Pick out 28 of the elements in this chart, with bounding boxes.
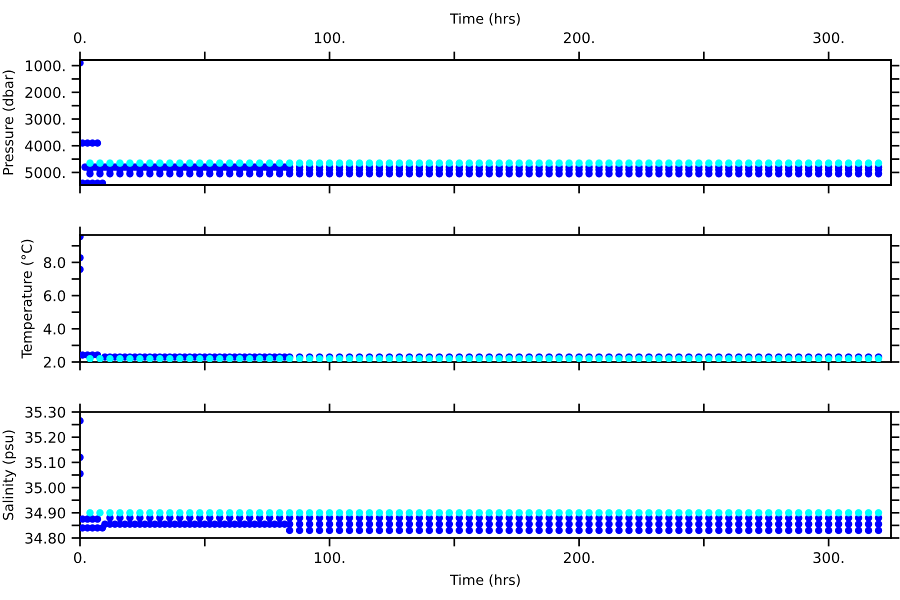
y-tick-label: 34.80	[25, 532, 66, 544]
x2-axis-title: Time (hrs)	[450, 13, 520, 26]
x-tick-label: 200.	[564, 552, 594, 564]
y-tick-label: 34.90	[25, 508, 66, 519]
y-axis-title: Pressure (dbar)	[2, 70, 15, 174]
x-tick-label: 100.	[314, 552, 344, 564]
x2-tick-label: 100.	[314, 32, 344, 44]
y-tick-label: 35.20	[25, 432, 66, 443]
y-tick-label: 5000.	[25, 167, 65, 178]
x2-tick-label: 0.	[74, 32, 86, 44]
x-tick-label: 0.	[74, 552, 86, 564]
y-tick-label: 1000.	[26, 60, 65, 72]
y-tick-label: 2000.	[25, 87, 65, 98]
y-tick-label: 6.0	[44, 290, 66, 302]
y-axis-title: Temperature (°C)	[21, 240, 35, 358]
y-tick-label: 35.10	[25, 457, 66, 468]
y-tick-label: 4000.	[25, 140, 65, 152]
y-tick-label: 2.0	[44, 356, 66, 368]
y-tick-label: 35.00	[25, 482, 66, 494]
y-tick-label: 4.0	[44, 324, 66, 335]
x2-tick-label: 200.	[564, 32, 594, 44]
x-axis-title: Time (hrs)	[450, 574, 520, 587]
y-axis-title: Salinity (psu)	[2, 430, 16, 520]
y-tick-label: 35.30	[25, 406, 66, 418]
y-tick-label: 3000.	[25, 114, 65, 125]
y-tick-label: 8.0	[44, 257, 66, 268]
x2-tick-label: 300.	[813, 32, 844, 44]
x-tick-label: 300.	[813, 552, 844, 564]
